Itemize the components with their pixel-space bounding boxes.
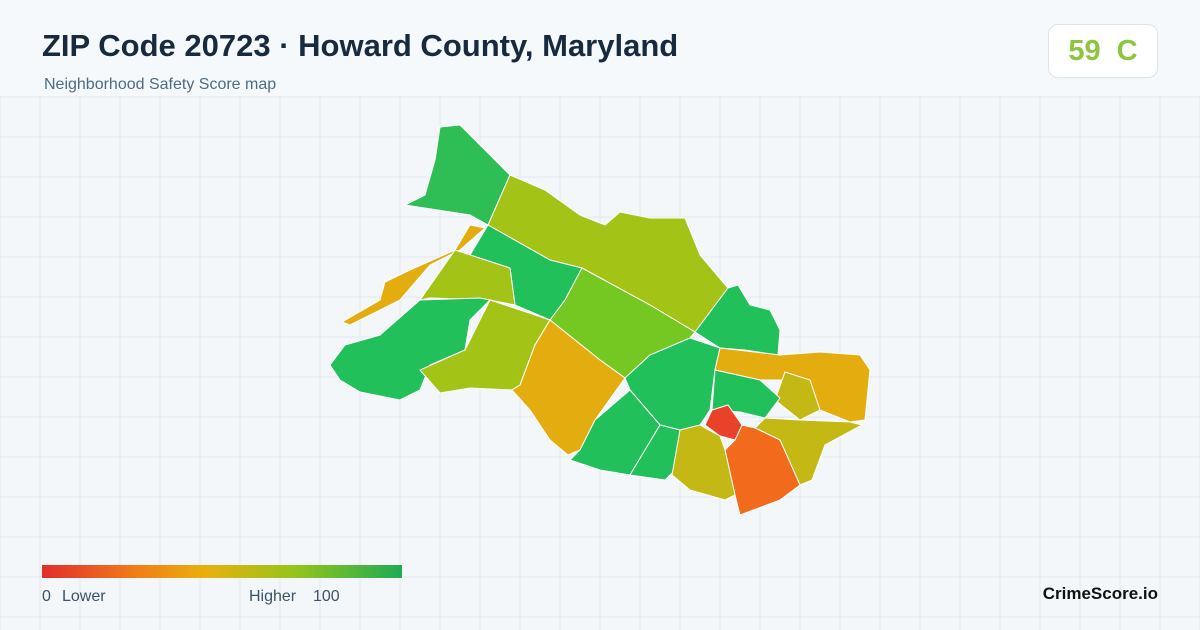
subtitle: Neighborhood Safety Score map: [44, 76, 277, 93]
region: [629, 424, 681, 481]
region: [671, 424, 736, 501]
region: [724, 424, 801, 516]
score: 59: [1068, 34, 1101, 67]
region: [569, 389, 661, 476]
legend-max-label: Higher: [249, 588, 297, 605]
legend-bar: [42, 565, 402, 578]
region: [511, 319, 626, 456]
score-badge: 59 C: [1048, 24, 1158, 78]
regions: [329, 124, 871, 516]
region: [329, 297, 492, 401]
region: [403, 124, 511, 226]
legend-min-label: Lower: [62, 588, 106, 605]
legend-min: 0: [42, 588, 51, 605]
region: [704, 404, 743, 441]
brand: CrimeScore.io: [1042, 584, 1158, 603]
title: ZIP Code 20723 · Howard County, Maryland: [42, 28, 679, 63]
legend-max: 100: [313, 588, 340, 605]
grade: C: [1116, 34, 1138, 67]
region: [340, 224, 487, 326]
